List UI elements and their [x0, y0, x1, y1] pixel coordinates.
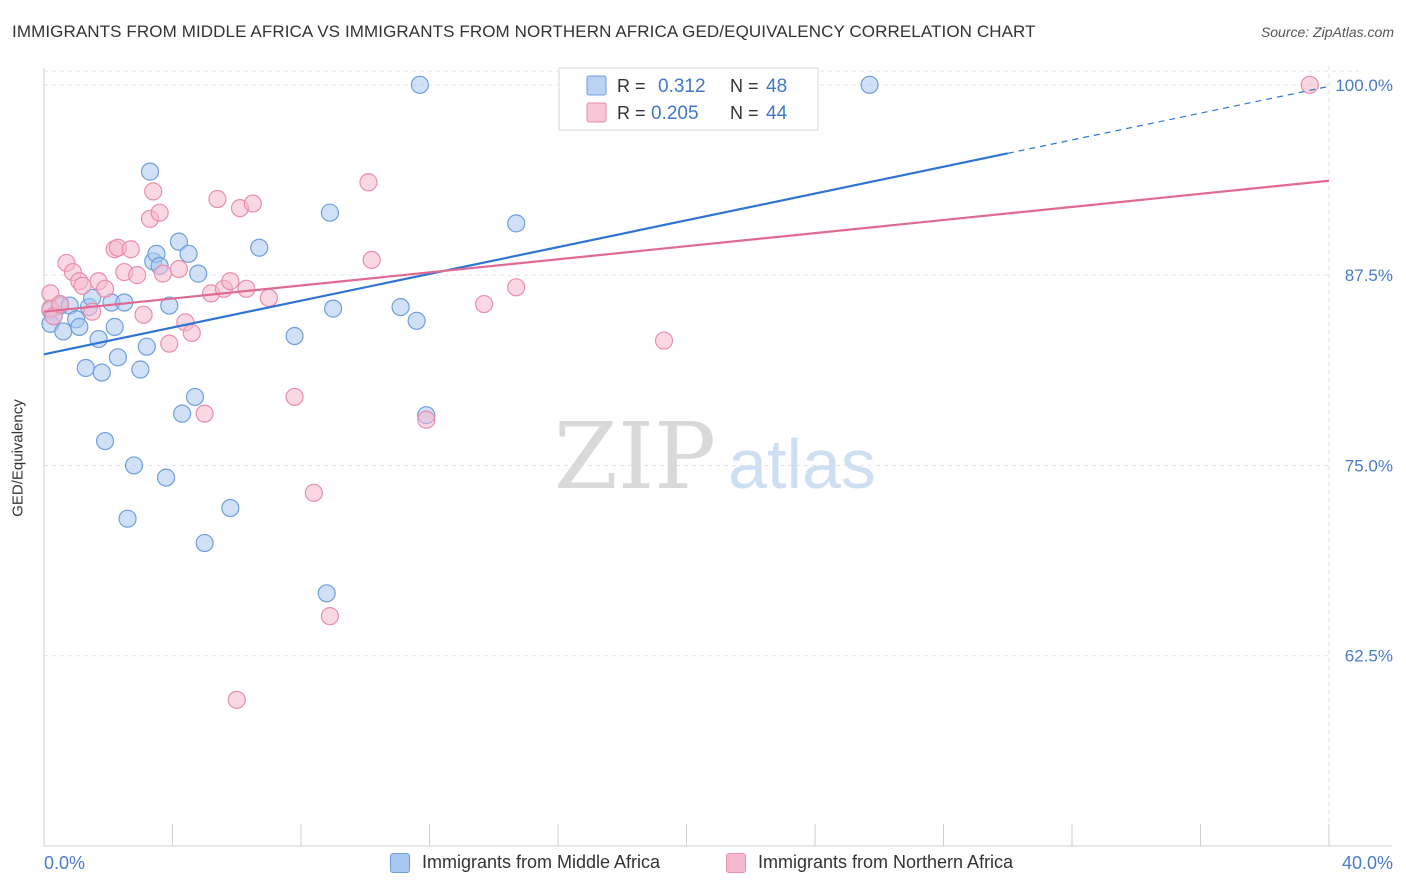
point-middle-africa	[410, 75, 429, 94]
legend-n-label-pink: N =	[730, 103, 759, 123]
point-middle-africa	[317, 584, 336, 603]
point-northern-africa	[144, 182, 163, 201]
point-middle-africa	[70, 317, 89, 336]
trendline-northern-africa	[43, 179, 1330, 313]
point-northern-africa	[95, 279, 115, 298]
point-middle-africa	[76, 358, 95, 378]
legend-r-label-pink: R =	[617, 103, 646, 123]
point-middle-africa	[407, 311, 426, 330]
point-northern-africa	[654, 331, 674, 350]
chart-title: IMMIGRANTS FROM MIDDLE AFRICA VS IMMIGRA…	[12, 22, 1036, 41]
legend-n-value-pink: 44	[766, 103, 788, 124]
point-northern-africa	[227, 690, 246, 709]
point-middle-africa	[250, 238, 269, 257]
y-tick-label: 100.0%	[1335, 76, 1393, 95]
legend-r-label-blue: R =	[617, 76, 646, 96]
legend-swatch-blue	[586, 75, 607, 96]
point-middle-africa	[185, 387, 205, 407]
legend-r-value-pink: 0.205	[651, 103, 699, 124]
point-northern-africa	[121, 240, 140, 259]
point-middle-africa	[221, 498, 240, 518]
point-middle-africa	[156, 468, 176, 487]
point-northern-africa	[73, 276, 92, 295]
point-middle-africa	[320, 203, 340, 222]
point-middle-africa	[140, 162, 160, 181]
point-middle-africa	[137, 337, 156, 356]
point-northern-africa	[304, 483, 323, 502]
point-northern-africa	[259, 288, 278, 308]
point-middle-africa	[124, 456, 144, 475]
point-northern-africa	[475, 294, 494, 314]
point-northern-africa	[182, 323, 201, 343]
point-middle-africa	[108, 348, 127, 367]
point-middle-africa	[173, 404, 192, 423]
point-northern-africa	[169, 259, 189, 279]
point-middle-africa	[507, 214, 526, 233]
point-middle-africa	[189, 264, 208, 283]
point-northern-africa	[221, 272, 240, 291]
series-northern-africa	[41, 75, 1319, 709]
legend-swatch-pink	[586, 102, 607, 123]
point-northern-africa	[153, 264, 172, 283]
y-tick-label: 87.5%	[1345, 266, 1393, 285]
point-middle-africa	[131, 360, 150, 379]
point-middle-africa	[92, 363, 111, 382]
trendline-middle-africa-extension	[1007, 85, 1330, 154]
point-northern-africa	[208, 189, 227, 209]
point-northern-africa	[417, 410, 436, 429]
bottom-legend-item-middle-africa: Immigrants from Middle Africa	[390, 852, 660, 873]
point-northern-africa	[507, 278, 526, 297]
point-northern-africa	[128, 266, 147, 285]
point-middle-africa	[860, 75, 879, 94]
watermark: ZIP atlas	[554, 403, 876, 510]
bottom-legend: Immigrants from Middle Africa Immigrants…	[0, 852, 1406, 878]
legend-n-value-blue: 48	[766, 76, 787, 97]
axes	[43, 68, 1392, 847]
point-northern-africa	[237, 279, 256, 298]
point-northern-africa	[320, 607, 340, 626]
x-tick-label: 40.0%	[1342, 853, 1393, 873]
point-middle-africa	[195, 533, 214, 553]
y-tick-label: 75.0%	[1345, 456, 1393, 475]
point-middle-africa	[118, 509, 137, 528]
point-northern-africa	[160, 334, 179, 353]
legend-n-label-blue: N =	[730, 76, 759, 96]
tick-labels: 62.5% 75.0% 87.5% 100.0% 0.0% 40.0%	[44, 76, 1393, 873]
trendline-middle-africa	[43, 152, 1008, 356]
point-middle-africa	[54, 322, 73, 341]
x-tick-label: 0.0%	[44, 853, 85, 873]
point-middle-africa	[95, 431, 115, 451]
y-tick-label: 62.5%	[1345, 647, 1393, 666]
bottom-legend-label: Immigrants from Middle Africa	[422, 852, 661, 872]
legend-box: R = 0.312 N = 48 R = 0.205 N = 44	[558, 67, 819, 131]
point-northern-africa	[243, 194, 262, 213]
point-northern-africa	[134, 305, 153, 324]
point-northern-africa	[195, 404, 214, 423]
point-middle-africa	[169, 232, 189, 251]
point-middle-africa	[324, 299, 343, 318]
watermark-zip: ZIP	[554, 403, 716, 510]
bottom-legend-swatch-blue	[390, 852, 410, 873]
source-label: Source: ZipAtlas.com	[1260, 24, 1394, 40]
watermark-atlas: atlas	[728, 425, 876, 503]
point-middle-africa	[285, 326, 304, 346]
point-northern-africa	[359, 173, 378, 192]
point-middle-africa	[105, 317, 124, 336]
point-northern-africa	[285, 387, 304, 407]
bottom-legend-item-northern-africa: Immigrants from Northern Africa	[726, 852, 1013, 873]
point-middle-africa	[179, 244, 198, 263]
trendlines	[43, 85, 1330, 356]
point-northern-africa	[50, 294, 70, 314]
bottom-legend-label: Immigrants from Northern Africa	[758, 852, 1014, 872]
bottom-legend-swatch-pink	[726, 852, 746, 873]
point-middle-africa	[391, 297, 410, 317]
point-northern-africa	[150, 203, 169, 222]
legend-r-value-blue: 0.312	[658, 76, 706, 97]
point-middle-africa	[160, 296, 179, 315]
point-northern-africa	[362, 250, 381, 270]
